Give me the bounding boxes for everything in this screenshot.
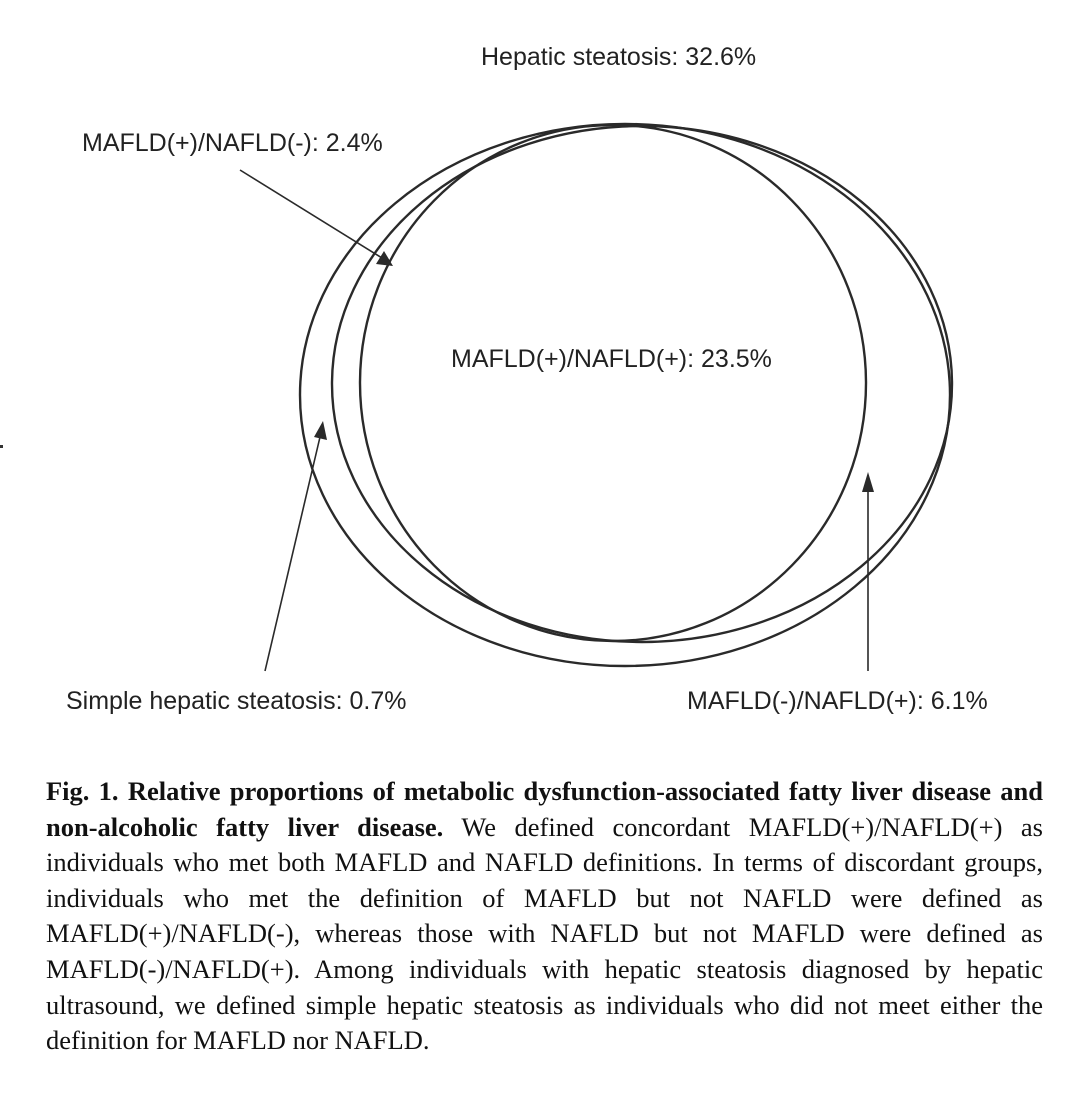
caption-title: Fig. 1. Relative proportions of metaboli…: [46, 776, 1043, 842]
mafld-pos-nafld-neg-label: MAFLD(+)/NAFLD(-): 2.4%: [82, 129, 383, 157]
hepatic-steatosis-ellipse: [298, 122, 952, 668]
figure-caption: Fig. 1. Relative proportions of metaboli…: [46, 774, 1043, 1059]
mafld-pos-nafld-neg-arrowhead: [376, 251, 393, 266]
mafld-neg-nafld-pos-label: MAFLD(-)/NAFLD(+): 6.1%: [687, 687, 988, 715]
mafld-pos-nafld-neg-arrow: [239, 169, 383, 259]
mafld-pos-nafld-pos-label: MAFLD(+)/NAFLD(+): 23.5%: [451, 345, 772, 373]
mafld-neg-nafld-pos-arrowhead: [862, 472, 874, 492]
simple-hepatic-steatosis-arrowhead: [314, 421, 327, 440]
caption-body: We defined concordant MAFLD(+)/NAFLD(+) …: [46, 811, 1043, 1056]
nafld-ellipse: [330, 124, 954, 644]
mafld-ellipse: [358, 123, 868, 643]
simple-hepatic-steatosis-arrow: [264, 436, 321, 672]
stray-mark: [0, 445, 3, 448]
venn-diagram: Hepatic steatosis: 32.6% MAFLD(+)/NAFLD(…: [66, 43, 988, 715]
simple-hepatic-steatosis-label: Simple hepatic steatosis: 0.7%: [66, 687, 406, 715]
hepatic-steatosis-label: Hepatic steatosis: 32.6%: [481, 43, 756, 71]
